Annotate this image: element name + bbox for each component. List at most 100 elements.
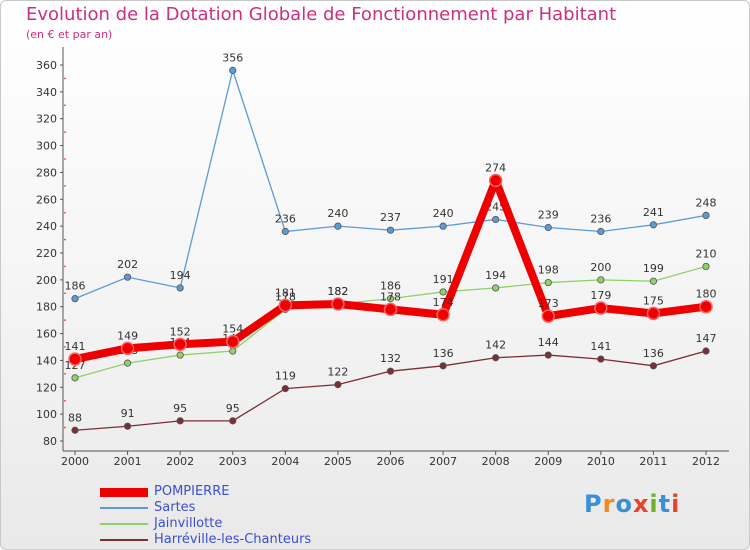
data-point-jainvillotte — [439, 288, 447, 296]
y-tick-label: 180 — [36, 301, 57, 314]
data-label-sartes: 241 — [643, 206, 664, 219]
x-tick-label: 2009 — [534, 455, 562, 468]
data-label-pompierre: 179 — [590, 289, 611, 302]
data-label-harr-ville-les-chanteurs: 132 — [380, 352, 401, 365]
data-point-pompierre — [331, 297, 345, 311]
proxiti-logo: Proxiti — [584, 490, 681, 518]
data-point-sartes — [334, 222, 342, 230]
legend-item-pompierre: POMPIERRE — [100, 484, 400, 500]
data-point-sartes — [123, 273, 132, 281]
data-label-sartes: 239 — [538, 208, 559, 221]
y-tick-label: 300 — [36, 140, 57, 153]
data-label-pompierre: 181 — [275, 286, 296, 299]
data-label-pompierre: 274 — [485, 161, 506, 174]
data-point-jainvillotte — [71, 374, 79, 382]
data-point-pompierre — [226, 334, 240, 349]
y-tick-label: 80 — [43, 435, 57, 448]
x-tick-label: 2007 — [429, 455, 457, 468]
data-point-pompierre — [383, 302, 398, 317]
data-point-pompierre — [278, 298, 293, 313]
data-point-sartes — [439, 222, 447, 230]
data-label-sartes: 356 — [222, 51, 243, 64]
legend-swatch-jainvillotte — [100, 523, 148, 525]
legend-item-harr-ville-les-chanteurs: Harréville-les-Chanteurs — [100, 532, 400, 548]
legend-item-jainvillotte: Jainvillotte — [100, 516, 400, 532]
legend: POMPIERRE Sartes Jainvillotte Harréville-le… — [100, 484, 400, 548]
data-point-sartes — [281, 227, 289, 236]
data-label-harr-ville-les-chanteurs: 95 — [226, 402, 240, 415]
data-label-pompierre: 154 — [222, 323, 243, 336]
y-tick-label: 240 — [36, 220, 57, 233]
y-minor-tick — [64, 77, 66, 80]
data-point-sartes — [176, 284, 184, 292]
y-minor-tick — [64, 238, 66, 241]
data-label-harr-ville-les-chanteurs: 136 — [643, 347, 664, 360]
data-label-sartes: 240 — [327, 207, 348, 220]
data-label-jainvillotte: 182 — [327, 285, 348, 298]
y-tick-label: 360 — [36, 59, 57, 72]
x-tick-label: 2010 — [587, 455, 615, 468]
data-point-sartes — [492, 215, 500, 224]
legend-swatch-pompierre — [100, 487, 148, 497]
y-minor-tick — [64, 426, 66, 429]
data-label-harr-ville-les-chanteurs: 144 — [538, 336, 559, 349]
data-label-harr-ville-les-chanteurs: 142 — [485, 339, 506, 352]
data-point-jainvillotte — [229, 347, 237, 355]
y-tick-label: 280 — [36, 166, 57, 179]
y-minor-tick — [64, 131, 66, 134]
data-label-sartes: 236 — [590, 213, 611, 226]
y-minor-tick — [64, 372, 66, 375]
data-point-pompierre — [436, 308, 450, 322]
data-label-pompierre: 178 — [380, 290, 401, 303]
legend-label-sartes: Sartes — [154, 500, 196, 515]
data-point-jainvillotte — [702, 262, 710, 271]
data-point-pompierre — [594, 301, 608, 315]
chart-title: Evolution de la Dotation Globale de Fonc… — [26, 4, 617, 25]
line-chart: 80 100 120 140 160 180 200 220 240 260 280 300 320 34… — [36, 47, 729, 468]
y-tick-label: 260 — [36, 193, 57, 206]
data-point-harr-ville-les-chanteurs — [334, 380, 342, 389]
data-point-pompierre — [173, 337, 187, 352]
y-tick-label: 140 — [36, 354, 57, 367]
data-point-pompierre — [68, 352, 82, 366]
x-tick-label: 2012 — [692, 455, 720, 468]
data-point-jainvillotte — [544, 278, 552, 287]
y-minor-tick — [64, 158, 66, 160]
data-label-pompierre: 174 — [433, 296, 454, 309]
data-label-pompierre: 175 — [643, 294, 664, 307]
data-label-sartes: 186 — [65, 280, 86, 293]
x-tick-label: 2003 — [219, 455, 247, 468]
data-point-harr-ville-les-chanteurs — [281, 385, 289, 393]
data-label-harr-ville-les-chanteurs: 88 — [68, 411, 82, 424]
x-tick-label: 2008 — [482, 455, 510, 468]
data-label-sartes: 236 — [275, 213, 296, 226]
data-label-sartes: 202 — [117, 258, 138, 271]
data-point-pompierre — [646, 306, 661, 321]
data-label-jainvillotte: 210 — [696, 247, 717, 260]
data-point-sartes — [544, 223, 552, 232]
data-label-harr-ville-les-chanteurs: 95 — [173, 402, 187, 415]
y-minor-tick — [64, 104, 66, 107]
y-tick-label: 200 — [36, 274, 57, 287]
x-tick-label: 2002 — [166, 455, 194, 468]
data-label-harr-ville-les-chanteurs: 119 — [275, 370, 296, 383]
data-label-harr-ville-les-chanteurs: 122 — [327, 366, 348, 379]
y-minor-tick — [64, 265, 66, 268]
data-point-pompierre — [699, 299, 713, 314]
data-point-harr-ville-les-chanteurs — [71, 426, 79, 434]
data-label-jainvillotte: 178 — [275, 290, 296, 303]
legend-label-pompierre: POMPIERRE — [154, 484, 230, 499]
y-minor-tick — [64, 211, 66, 214]
data-point-harr-ville-les-chanteurs — [229, 417, 237, 425]
data-label-jainvillotte: 200 — [590, 261, 611, 274]
data-label-sartes: 240 — [433, 207, 454, 220]
data-label-harr-ville-les-chanteurs: 147 — [696, 332, 717, 345]
data-point-jainvillotte — [123, 359, 132, 367]
legend-label-harr-ville-les-chanteurs: Harréville-les-Chanteurs — [154, 532, 312, 547]
data-label-pompierre: 149 — [117, 329, 138, 342]
data-point-harr-ville-les-chanteurs — [544, 351, 552, 359]
data-point-jainvillotte — [597, 276, 605, 284]
series-line-sartes — [74, 67, 707, 300]
y-tick-label: 100 — [36, 408, 57, 421]
data-point-harr-ville-les-chanteurs — [702, 347, 710, 355]
